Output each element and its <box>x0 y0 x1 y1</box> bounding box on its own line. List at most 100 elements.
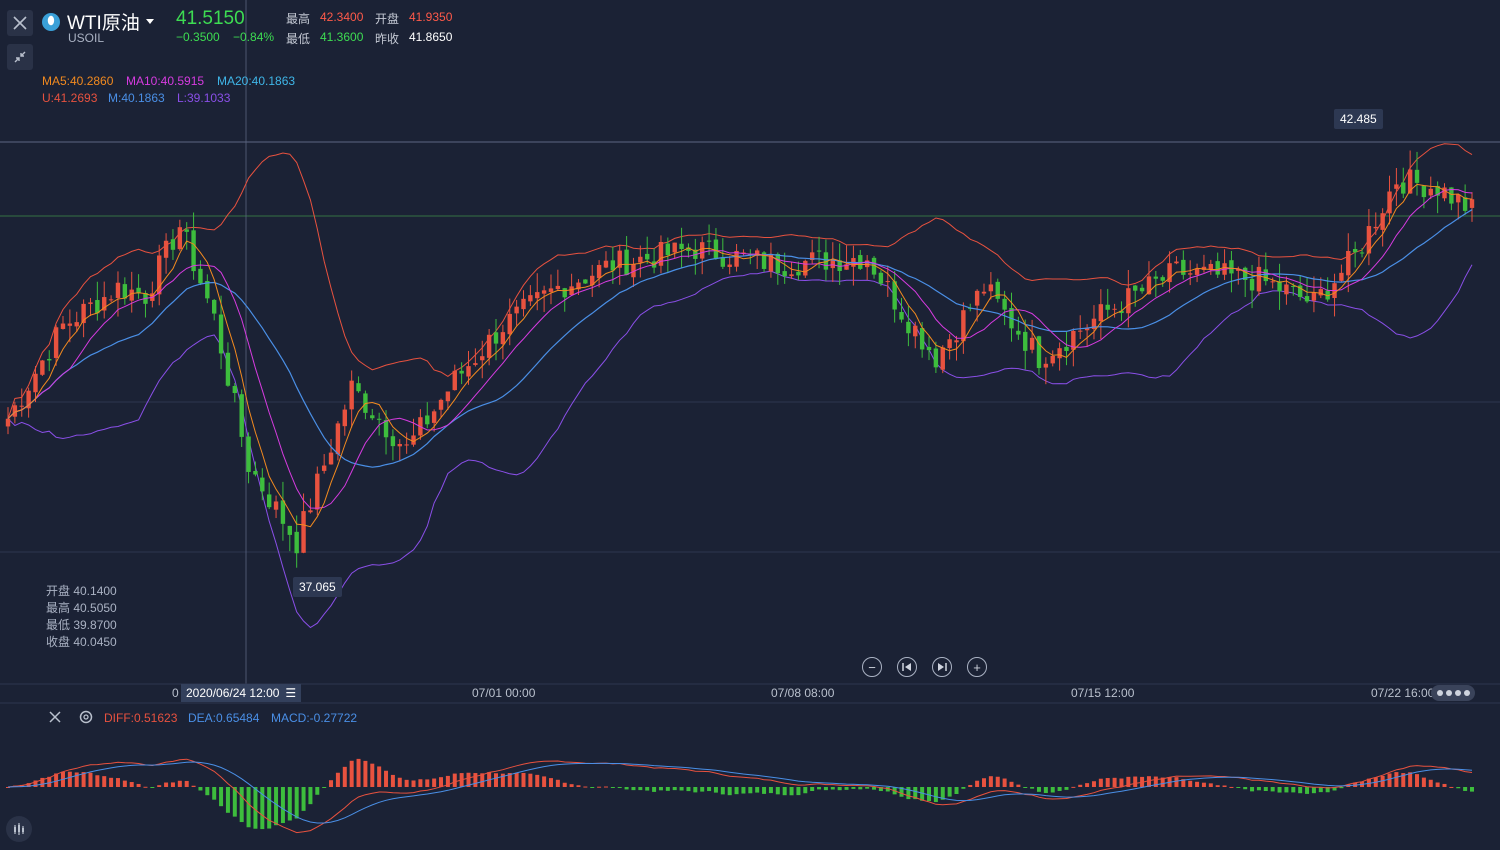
macd-bar <box>191 785 196 787</box>
candle-body <box>88 302 93 304</box>
macd-bar <box>1387 773 1392 787</box>
macd-bar <box>1181 779 1186 787</box>
macd-bar <box>521 772 526 787</box>
macd-bar <box>768 787 773 794</box>
macd-bar <box>762 787 767 794</box>
skip-forward-button[interactable] <box>932 657 952 677</box>
candle-body <box>1050 355 1055 364</box>
macd-settings-button[interactable] <box>78 709 94 730</box>
macd-bar <box>219 787 224 807</box>
macd-bar <box>109 777 114 787</box>
macd-bar <box>1036 787 1041 792</box>
macd-bar <box>81 772 86 787</box>
macd-bar <box>1174 777 1179 787</box>
macd-bar <box>315 787 320 795</box>
macd-bar <box>1408 772 1413 787</box>
candle-body <box>425 415 430 425</box>
candle-body <box>1201 266 1207 270</box>
candle-body <box>473 363 478 365</box>
ma5-legend: MA5:40.2860 <box>42 74 114 88</box>
candle-body <box>947 339 952 349</box>
candle-body <box>796 271 801 276</box>
x-tick-3: 07/15 12:00 <box>1071 686 1135 700</box>
macd-bar <box>1366 778 1371 787</box>
collapse-button[interactable] <box>7 44 33 70</box>
chart-type-button[interactable] <box>6 816 32 842</box>
zoom-in-button[interactable]: + <box>967 657 987 677</box>
candle-body <box>1029 337 1035 350</box>
symbol-selector[interactable]: ⬮ WTI原油 <box>42 8 154 35</box>
candle-body <box>308 510 313 513</box>
candle-body <box>1160 277 1165 281</box>
macd-bar <box>741 787 746 794</box>
macd-bar <box>280 787 285 824</box>
candle-body <box>1064 346 1069 351</box>
macd-bar <box>1078 784 1083 787</box>
ma20-line <box>7 209 1473 468</box>
scroll-handle[interactable] <box>1431 685 1475 701</box>
candle-body <box>988 284 994 292</box>
macd-bar <box>1016 784 1021 787</box>
macd-bar <box>727 787 732 796</box>
candle-body <box>645 253 650 260</box>
macd-bar <box>47 776 52 787</box>
macd-bar <box>858 787 863 790</box>
candle-body <box>102 297 107 311</box>
macd-bar <box>851 787 856 789</box>
macd-dea-line <box>7 761 1473 824</box>
macd-bar <box>1449 786 1454 788</box>
macd-bar <box>1394 772 1399 787</box>
zoom-out-button[interactable]: − <box>862 657 882 677</box>
close-chart-button[interactable] <box>7 10 33 36</box>
candle-body <box>844 264 849 270</box>
macd-bar <box>1146 776 1151 787</box>
macd-bar <box>26 783 31 787</box>
candle-body <box>383 420 389 438</box>
macd-bar <box>384 770 389 787</box>
candle-body <box>789 274 794 277</box>
candle-body <box>253 470 258 475</box>
macd-bar <box>933 787 938 803</box>
macd-bar <box>968 784 973 787</box>
crosshair-close: 收盘 40.0450 <box>46 635 117 649</box>
macd-bar <box>129 782 134 787</box>
candle-body <box>12 405 18 417</box>
macd-bar <box>1277 787 1282 793</box>
macd-bar <box>658 787 663 791</box>
macd-bar <box>995 776 1000 787</box>
macd-bar <box>225 787 230 813</box>
macd-bar <box>734 787 739 795</box>
candle-body <box>1263 269 1269 282</box>
macd-bar <box>1098 778 1103 787</box>
skip-forward-icon <box>938 663 947 671</box>
macd-bar <box>1091 781 1096 787</box>
crosshair-high: 最高 40.5050 <box>46 601 117 615</box>
macd-bar <box>775 787 780 795</box>
close-icon <box>49 711 61 723</box>
candle-body <box>466 366 471 377</box>
macd-bar <box>205 787 210 796</box>
candle-body <box>1380 213 1385 230</box>
macd-bar <box>1153 776 1158 787</box>
x-tick-4: 07/22 16:00 <box>1371 686 1435 700</box>
macd-close-button[interactable] <box>48 710 62 729</box>
macd-bar <box>865 787 870 789</box>
macd-bar <box>713 787 718 793</box>
macd-bar <box>982 778 986 787</box>
candle-body <box>1256 266 1262 292</box>
candle-body <box>1359 252 1365 254</box>
candle-body <box>830 259 835 269</box>
macd-bar <box>404 779 409 787</box>
macd-bar <box>1311 787 1316 794</box>
macd-bar <box>720 787 725 795</box>
menu-icon[interactable]: ☰ <box>285 686 297 700</box>
candle-body <box>1187 273 1193 275</box>
macd-bar <box>164 782 169 787</box>
skip-back-button[interactable] <box>897 657 917 677</box>
candle-body <box>74 322 79 327</box>
candle-body <box>239 394 244 437</box>
candle-body <box>294 531 299 554</box>
macd-bar <box>665 787 670 791</box>
candlestick-icon <box>14 823 24 835</box>
